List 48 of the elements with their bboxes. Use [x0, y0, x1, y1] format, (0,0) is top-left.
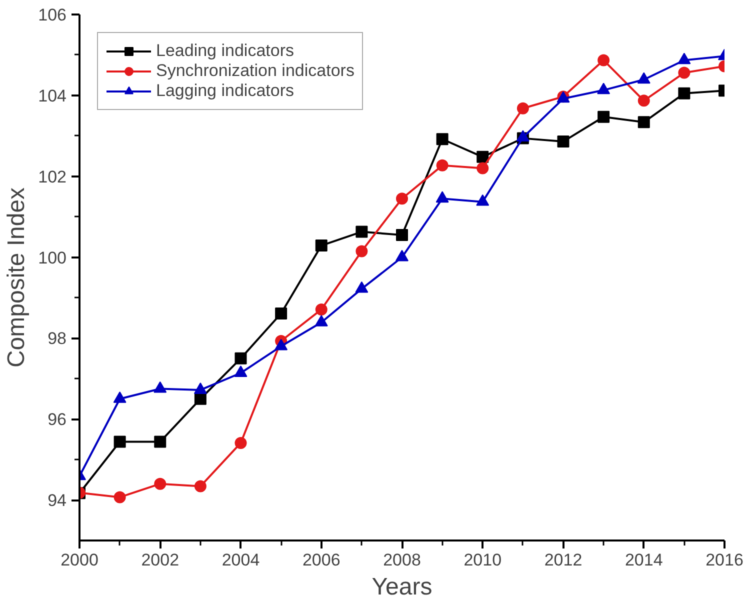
- point: [557, 136, 570, 148]
- point: [598, 54, 610, 66]
- point: [638, 94, 650, 107]
- x-tick-label: 2002: [141, 550, 180, 570]
- point: [356, 245, 368, 258]
- y-tick-label: 94: [48, 491, 67, 510]
- point: [194, 392, 206, 405]
- point: [315, 240, 328, 252]
- x-tick-label: 2012: [544, 550, 582, 570]
- y-tick-label: 98: [48, 329, 67, 348]
- y-tick-label: 106: [38, 6, 67, 24]
- x-tick-label: 2004: [222, 550, 260, 570]
- point: [315, 303, 328, 316]
- legend-label: Leading indicators: [156, 41, 294, 61]
- point: [234, 437, 247, 449]
- x-axis-title: Years: [372, 574, 432, 600]
- x-tick-label: 2016: [706, 550, 744, 570]
- y-tick-label: 104: [38, 86, 67, 106]
- x-tick-label: 2000: [60, 550, 98, 570]
- point: [678, 66, 690, 79]
- point: [638, 116, 650, 128]
- point: [234, 352, 247, 364]
- x-tick-label: 2014: [624, 550, 663, 570]
- legend-label: Lagging indicators: [156, 81, 294, 101]
- legend-label: Synchronization indicators: [156, 61, 354, 81]
- y-tick-label: 100: [38, 248, 67, 268]
- x-tick-label: 2006: [302, 550, 340, 570]
- point: [114, 491, 126, 504]
- point: [476, 162, 489, 174]
- point: [194, 480, 206, 492]
- x-tick-label: 2008: [383, 550, 421, 570]
- y-tick-label: 102: [38, 167, 67, 186]
- point: [396, 229, 408, 242]
- point: [154, 436, 166, 448]
- point: [436, 133, 448, 146]
- point: [396, 192, 408, 205]
- point: [516, 102, 529, 114]
- point: [275, 308, 288, 320]
- point: [436, 159, 448, 172]
- y-tick-label: 96: [48, 410, 67, 430]
- point: [114, 436, 126, 448]
- point: [356, 226, 368, 238]
- x-tick-label: 2010: [464, 550, 502, 570]
- point: [154, 478, 166, 490]
- point: [476, 150, 489, 163]
- y-axis-title: Composite Index: [3, 187, 30, 368]
- point: [598, 110, 610, 123]
- point: [678, 87, 690, 100]
